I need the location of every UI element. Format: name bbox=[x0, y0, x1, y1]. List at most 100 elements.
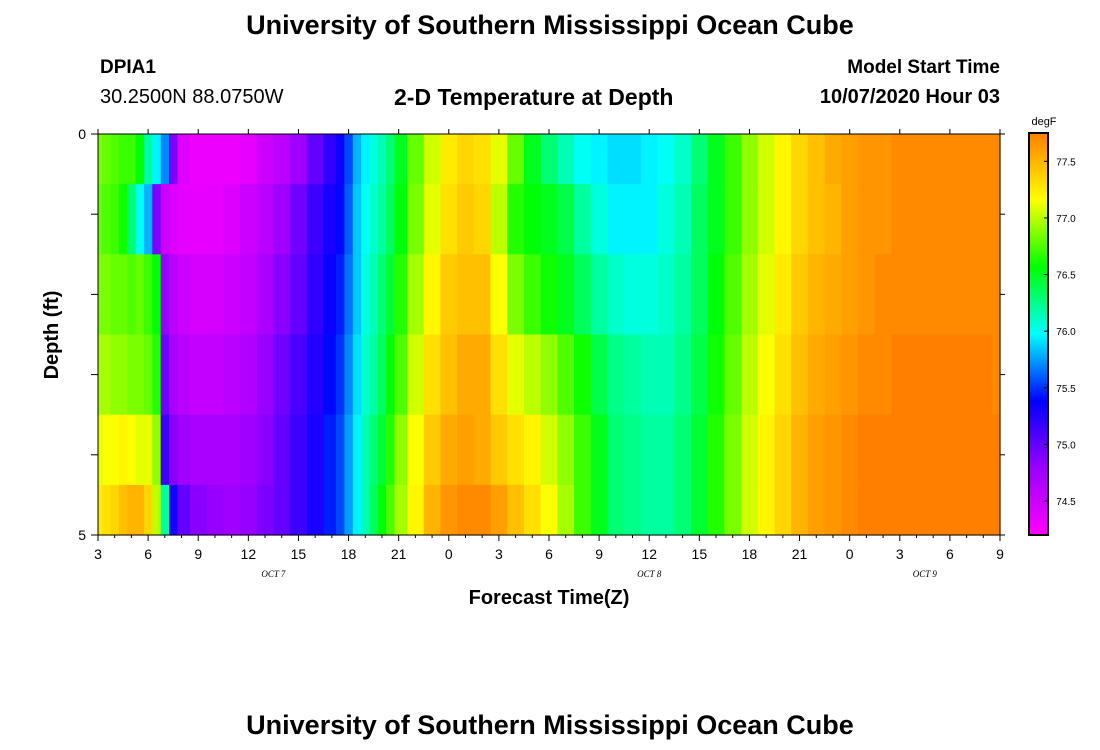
heatmap-cell bbox=[206, 484, 224, 536]
heatmap-cell bbox=[707, 254, 725, 336]
heatmap-cell bbox=[256, 254, 274, 336]
heatmap-cell bbox=[361, 134, 371, 185]
heatmap-cell bbox=[657, 334, 675, 416]
heatmap-cell bbox=[177, 254, 191, 336]
heatmap-cell bbox=[991, 484, 1001, 536]
heatmap-cell bbox=[824, 334, 842, 416]
colorbar-tick-label: 77.5 bbox=[1056, 157, 1076, 168]
heatmap-cell bbox=[908, 484, 926, 536]
heatmap-cell bbox=[707, 184, 725, 255]
heatmap-cell bbox=[824, 414, 842, 486]
heatmap-cell bbox=[924, 334, 943, 416]
heatmap-cell bbox=[239, 414, 258, 486]
x-tick-label: 12 bbox=[641, 546, 657, 562]
heatmap-cell bbox=[423, 134, 442, 185]
heatmap-cell bbox=[394, 414, 408, 486]
heatmap-cell bbox=[152, 254, 162, 336]
heatmap-cell bbox=[757, 334, 776, 416]
heatmap-cell bbox=[540, 484, 558, 536]
heatmap-cell bbox=[440, 184, 458, 255]
heatmap-cell bbox=[941, 414, 959, 486]
footer-title: University of Southern Mississippi Ocean… bbox=[246, 710, 854, 740]
heatmap-cell bbox=[690, 184, 709, 255]
x-tick-label: 0 bbox=[445, 546, 453, 562]
heatmap-cell bbox=[674, 254, 692, 336]
heatmap-cell bbox=[206, 184, 224, 255]
colorbar-ticks: 74.5 75.0 75.5 76.0 76.5 77.0 77.5 bbox=[1044, 157, 1076, 508]
heatmap-cell bbox=[791, 254, 809, 336]
heatmap-cell bbox=[102, 484, 112, 536]
heatmap-cell bbox=[724, 254, 742, 336]
heatmap-cell bbox=[640, 254, 659, 336]
heatmap-cell bbox=[377, 134, 387, 185]
day-label: OCT 9 bbox=[913, 569, 938, 579]
heatmap-cell bbox=[841, 184, 859, 255]
heatmap-cell bbox=[290, 184, 308, 255]
x-tick-label: 6 bbox=[144, 546, 152, 562]
heatmap-cell bbox=[344, 484, 354, 536]
heatmap-cell bbox=[874, 254, 893, 336]
heatmap-cell bbox=[361, 184, 371, 255]
heatmap-cell bbox=[490, 484, 508, 536]
heatmap-cell bbox=[490, 134, 508, 185]
heatmap-cell bbox=[891, 334, 909, 416]
heatmap-cell bbox=[908, 334, 926, 416]
heatmap-cell bbox=[540, 414, 558, 486]
heatmap-cell bbox=[473, 484, 492, 536]
heatmap-cell bbox=[807, 134, 826, 185]
heatmap-cell bbox=[152, 134, 162, 185]
x-tick-label: 15 bbox=[692, 546, 708, 562]
heatmap-cell bbox=[590, 334, 609, 416]
heatmap-cell bbox=[924, 254, 943, 336]
heatmap-cell bbox=[490, 254, 508, 336]
heatmap-cell bbox=[177, 484, 191, 536]
heatmap-cell bbox=[273, 184, 291, 255]
heatmap-cell bbox=[507, 134, 525, 185]
heatmap-cell bbox=[640, 484, 659, 536]
heatmap-cell bbox=[841, 334, 859, 416]
heatmap-cell bbox=[102, 184, 112, 255]
station-coordinates: 30.2500N 88.0750W bbox=[100, 86, 284, 108]
heatmap-cell bbox=[223, 484, 241, 536]
heatmap-cell bbox=[574, 334, 592, 416]
heatmap-cell bbox=[707, 334, 725, 416]
heatmap-cell bbox=[757, 184, 776, 255]
heatmap-cell bbox=[394, 254, 408, 336]
colorbar-tick-label: 76.0 bbox=[1056, 327, 1076, 338]
heatmap-cell bbox=[189, 134, 208, 185]
heatmap-cell bbox=[407, 334, 425, 416]
heatmap-cell bbox=[690, 484, 709, 536]
heatmap-cell bbox=[223, 414, 241, 486]
heatmap-cell bbox=[135, 334, 145, 416]
heatmap-cell bbox=[361, 254, 371, 336]
heatmap-cell bbox=[336, 414, 345, 486]
heatmap-cell bbox=[807, 484, 826, 536]
heatmap-cell bbox=[841, 254, 859, 336]
heatmap-cell bbox=[177, 184, 191, 255]
heatmap-cell bbox=[369, 484, 379, 536]
heatmap-cell bbox=[457, 414, 475, 486]
heatmap-cell bbox=[386, 134, 396, 185]
heatmap-cell bbox=[407, 484, 425, 536]
heatmap-cell bbox=[290, 134, 308, 185]
heatmap-cell bbox=[135, 484, 145, 536]
heatmap-cell bbox=[974, 254, 993, 336]
heatmap-cell bbox=[135, 134, 145, 185]
x-tick-label: 21 bbox=[792, 546, 808, 562]
page-title: University of Southern Mississippi Ocean… bbox=[246, 10, 854, 40]
heatmap-cell bbox=[624, 414, 642, 486]
heatmap-cell bbox=[273, 334, 291, 416]
heatmap-cell bbox=[160, 484, 170, 536]
heatmap-cell bbox=[168, 484, 178, 536]
heatmap-cell bbox=[791, 334, 809, 416]
heatmap-cell bbox=[874, 484, 893, 536]
heatmap-cell bbox=[177, 334, 191, 416]
heatmap-cell bbox=[640, 134, 659, 185]
heatmap-cell bbox=[273, 254, 291, 336]
heatmap-cell bbox=[707, 134, 725, 185]
heatmap-cell bbox=[624, 184, 642, 255]
colorbar-unit: degF bbox=[1031, 116, 1056, 128]
heatmap-cell bbox=[690, 254, 709, 336]
heatmap-cell bbox=[958, 254, 976, 336]
heatmap-cell bbox=[540, 184, 558, 255]
